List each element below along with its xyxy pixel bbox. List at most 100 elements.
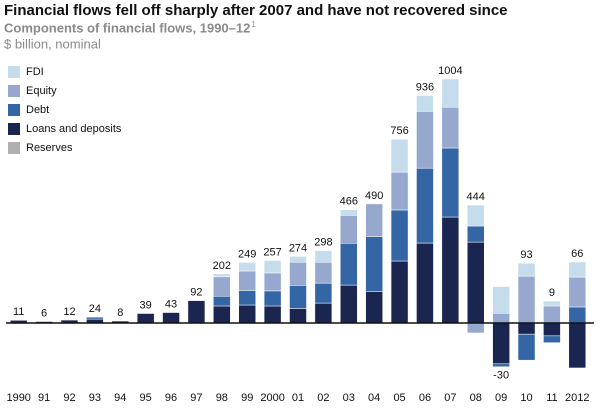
- bar-segment: [568, 261, 587, 278]
- bar-segment: [441, 216, 460, 324]
- total-label: 8: [117, 307, 123, 319]
- bar-segment: [441, 106, 460, 149]
- bar-segment: [86, 316, 104, 320]
- total-label: 12: [63, 306, 75, 318]
- total-label: 490: [365, 190, 383, 202]
- bar-segment: [568, 322, 587, 369]
- bar-segment: [492, 313, 510, 324]
- legend-swatch: [8, 123, 20, 135]
- bar-segment: [289, 285, 307, 309]
- bar-segment: [441, 78, 460, 108]
- legend-label: FDI: [26, 66, 44, 78]
- legend-swatch: [8, 142, 20, 154]
- bar-segment: [568, 276, 587, 308]
- bar-segment: [492, 322, 510, 365]
- bar-segment: [543, 322, 561, 337]
- bar-segment: [517, 275, 536, 324]
- bar-segment: [162, 312, 180, 324]
- bar-segment: [238, 304, 256, 324]
- bar-segment: [543, 305, 561, 324]
- bar-segment: [416, 242, 434, 324]
- total-label: 444: [467, 191, 485, 203]
- legend-label: Reserves: [26, 142, 73, 154]
- bar-segment: [187, 300, 206, 324]
- bar-segment: [263, 260, 282, 274]
- x-tick-label: 96: [165, 392, 177, 404]
- x-tick-label: 97: [190, 392, 202, 404]
- chart-title: Financial flows fell off sharply after 2…: [4, 2, 508, 19]
- total-label: 1004: [438, 65, 462, 77]
- legend-label: Equity: [26, 85, 57, 97]
- bar-segment: [365, 291, 383, 324]
- total-label: 466: [340, 196, 358, 208]
- bar-segment: [416, 111, 434, 169]
- bar-segment: [390, 171, 409, 211]
- bar-segment: [213, 296, 231, 307]
- legend-swatch: [8, 104, 20, 116]
- bar-segment: [314, 261, 333, 284]
- total-label: 9: [549, 287, 555, 299]
- total-label: 24: [89, 303, 101, 315]
- x-tick-label: 07: [444, 392, 456, 404]
- bar-segment: [136, 313, 155, 324]
- bar-segment: [314, 282, 333, 304]
- x-tick-label: 08: [470, 392, 482, 404]
- bar-segment: [466, 225, 485, 243]
- x-tick-label: 1990: [6, 392, 30, 404]
- bar-segment: [314, 302, 333, 324]
- bar-segment: [416, 167, 434, 244]
- x-tick-label: 99: [241, 392, 253, 404]
- total-label: 39: [140, 299, 152, 311]
- bar-segment: [365, 236, 383, 292]
- total-label: 93: [520, 249, 532, 261]
- bar-segment: [390, 260, 409, 324]
- total-label: 274: [289, 242, 307, 254]
- x-tick-label: 2012: [565, 392, 589, 404]
- x-tick-label: 92: [63, 392, 75, 404]
- total-label: 298: [314, 236, 332, 248]
- bar-segment: [340, 215, 358, 244]
- x-tick-label: 93: [89, 392, 101, 404]
- bar-segment: [492, 286, 510, 314]
- x-tick-label: 95: [140, 392, 152, 404]
- x-tick-label: 05: [393, 392, 405, 404]
- bar-segment: [365, 203, 383, 237]
- x-tick-label: 02: [317, 392, 329, 404]
- bar-segment: [238, 270, 256, 291]
- x-tick-label: 11: [546, 392, 557, 404]
- legend-swatch: [8, 85, 20, 97]
- bar-segment: [289, 308, 307, 324]
- bar-segment: [543, 300, 561, 307]
- bar-segment: [340, 243, 358, 286]
- bar-segment: [517, 262, 536, 277]
- bar-segment: [213, 305, 231, 324]
- chart-subtitle: Components of financial flows, 1990–12: [4, 20, 250, 35]
- total-label: 257: [263, 246, 281, 258]
- x-tick-label: 94: [114, 392, 126, 404]
- bar-segment: [289, 261, 307, 286]
- footnote-marker: 1: [251, 20, 256, 29]
- bar-segment: [517, 322, 536, 335]
- bar-segment: [340, 284, 358, 324]
- total-label: 756: [390, 125, 408, 137]
- total-label: 66: [571, 248, 583, 260]
- bar-segment: [568, 306, 587, 324]
- bar-segment: [314, 250, 333, 263]
- bar-segment: [466, 204, 485, 227]
- bar-segment: [289, 256, 307, 263]
- total-label: 11: [13, 306, 24, 318]
- bar-segment: [466, 322, 485, 334]
- x-tick-label: 10: [520, 392, 532, 404]
- total-label: 6: [41, 307, 47, 319]
- bar-segment: [466, 241, 485, 324]
- bar-segment: [517, 333, 536, 361]
- x-tick-label: 04: [368, 392, 380, 404]
- bar-segment: [213, 273, 231, 278]
- bar-segment: [213, 276, 231, 297]
- x-tick-label: 06: [419, 392, 431, 404]
- total-label: 92: [190, 287, 202, 299]
- x-tick-label: 2000: [260, 392, 284, 404]
- x-tick-label: 98: [216, 392, 228, 404]
- bar-segment: [543, 335, 561, 343]
